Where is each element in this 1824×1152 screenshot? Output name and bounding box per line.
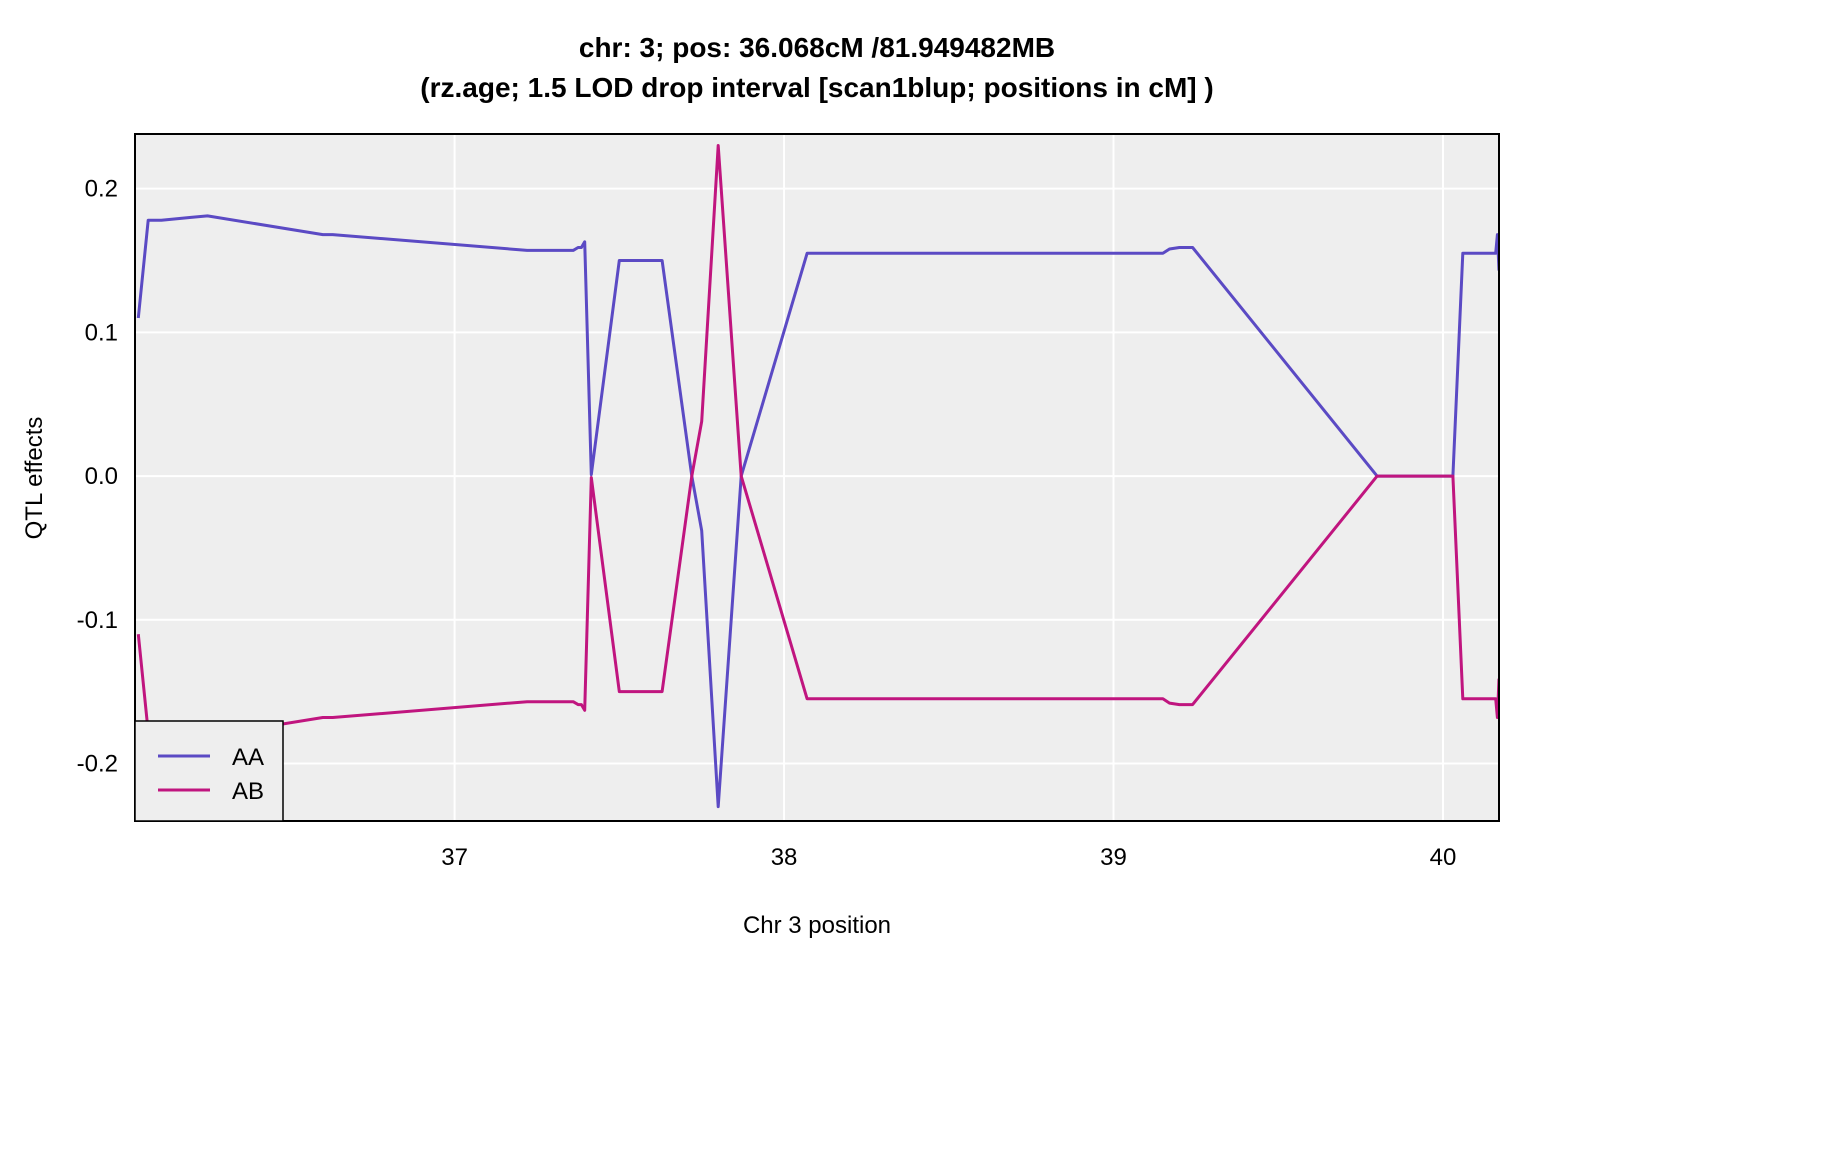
plot-background xyxy=(135,134,1499,821)
series-line-ab xyxy=(136,144,1499,738)
line-chart: 37 38 39 40 -0.2 -0.1 0.0 0.1 0.2 Chr 3 positio… xyxy=(21,133,1500,939)
x-tick-label: 37 xyxy=(441,844,468,871)
x-tick-label: 39 xyxy=(1100,844,1127,871)
y-tick-label: 0.1 xyxy=(85,319,118,346)
y-tick-label: 0.2 xyxy=(85,176,118,203)
y-tick-label: -0.2 xyxy=(77,751,118,778)
chart-title: chr: 3; pos: 36.068cM /81.949482MB xyxy=(578,32,1056,63)
plot-border xyxy=(134,133,1500,822)
legend-label-ab: AB xyxy=(232,778,264,805)
y-tick-label: -0.1 xyxy=(77,607,118,634)
legend-box xyxy=(134,720,284,822)
y-axis-title: QTL effects xyxy=(21,417,48,540)
x-tick-label: 40 xyxy=(1430,844,1457,871)
chart-subtitle: (rz.age; 1.5 LOD drop interval [scan1blu… xyxy=(420,72,1214,103)
x-axis-title: Chr 3 position xyxy=(743,912,891,939)
series-layer xyxy=(136,144,1499,809)
y-axis: -0.2 -0.1 0.0 0.1 0.2 xyxy=(77,176,118,778)
x-axis: 37 38 39 40 xyxy=(441,844,1456,871)
legend: AA AB xyxy=(134,720,284,822)
legend-label-aa: AA xyxy=(232,744,264,771)
y-tick-label: 0.0 xyxy=(85,463,118,490)
x-tick-label: 38 xyxy=(771,844,798,871)
